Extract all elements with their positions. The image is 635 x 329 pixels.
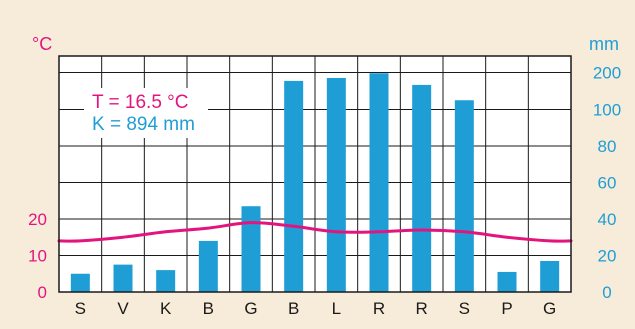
precipitation-bars — [70, 73, 560, 293]
right-tick-label: 200 — [593, 64, 621, 83]
category-label: R — [416, 299, 428, 318]
precipitation-bar — [497, 271, 517, 292]
category-label: B — [288, 299, 299, 318]
left-tick-label: 10 — [28, 247, 47, 266]
category-label: B — [203, 299, 214, 318]
precipitation-bar — [454, 100, 474, 293]
precipitation-bar — [540, 260, 560, 292]
category-label: G — [543, 299, 556, 318]
right-axis-unit: mm — [589, 34, 619, 54]
precipitation-bar — [369, 73, 389, 292]
plot-frame — [58, 55, 572, 293]
precipitation-bar — [241, 206, 261, 292]
precipitation-legend: K = 894 mm — [92, 114, 195, 135]
right-tick-label: 20 — [598, 247, 617, 266]
category-label: L — [332, 299, 341, 318]
temperature-line-layer — [57, 221, 573, 243]
left-axis-unit: °C — [32, 34, 52, 54]
category-label: K — [160, 299, 172, 318]
category-label: R — [373, 299, 385, 318]
temperature-line — [57, 221, 573, 243]
temperature-legend: T = 16.5 °C — [92, 92, 189, 113]
right-tick-label: 80 — [598, 137, 617, 156]
category-label: S — [459, 299, 470, 318]
left-tick-label: 20 — [28, 210, 47, 229]
category-label: V — [117, 299, 129, 318]
left-tick-label: 0 — [38, 283, 47, 302]
category-label: P — [501, 299, 512, 318]
precipitation-bar — [113, 264, 133, 292]
left-axis-ticks: 0 10 20 — [28, 210, 47, 302]
category-label: G — [244, 299, 257, 318]
legend-box — [84, 88, 208, 138]
precipitation-bar — [326, 77, 346, 292]
right-tick-label: 100 — [593, 101, 621, 120]
right-axis-ticks: 0 20 40 60 80 100 200 — [593, 64, 621, 303]
right-tick-label: 40 — [598, 210, 617, 229]
category-label: S — [75, 299, 86, 318]
right-tick-label: 0 — [602, 283, 611, 302]
precipitation-bar — [156, 270, 176, 292]
grid — [59, 56, 571, 292]
precipitation-bar — [412, 84, 432, 292]
precipitation-bar — [198, 240, 218, 292]
precipitation-bar — [284, 80, 304, 293]
right-tick-label: 60 — [598, 174, 617, 193]
precipitation-bar — [70, 273, 90, 292]
